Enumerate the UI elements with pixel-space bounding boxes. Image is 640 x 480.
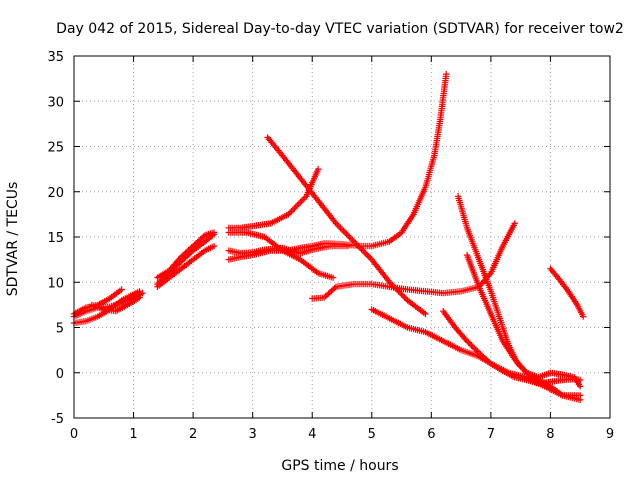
x-tick-label: 7 bbox=[487, 427, 495, 442]
y-tick-label: 30 bbox=[47, 95, 64, 110]
series-markers bbox=[154, 229, 218, 281]
y-tick-label: 25 bbox=[47, 141, 64, 156]
series-s7 bbox=[154, 242, 218, 290]
x-tick-label: 8 bbox=[546, 427, 554, 442]
grid bbox=[74, 56, 610, 418]
y-tick-label: 0 bbox=[56, 367, 64, 382]
series-markers bbox=[264, 134, 429, 318]
y-axis-label: SDTVAR / TECUs bbox=[5, 182, 21, 297]
x-axis-label: GPS time / hours bbox=[281, 458, 398, 474]
series-s8 bbox=[225, 165, 322, 232]
y-tick-label: 20 bbox=[47, 186, 64, 201]
y-tick-label: 15 bbox=[47, 231, 64, 246]
x-tick-label: 0 bbox=[70, 427, 78, 442]
series-s17 bbox=[463, 251, 584, 390]
series-s4 bbox=[88, 294, 143, 315]
x-tick-label: 4 bbox=[308, 427, 316, 442]
series-markers bbox=[309, 220, 518, 302]
series-markers bbox=[463, 251, 584, 390]
series-markers bbox=[154, 242, 218, 290]
series-markers bbox=[225, 229, 337, 281]
series-markers bbox=[547, 265, 587, 320]
y-tick-label: -5 bbox=[51, 412, 64, 427]
series-s6 bbox=[154, 229, 218, 281]
series-s13 bbox=[309, 220, 518, 302]
data-series bbox=[70, 70, 587, 404]
series-s11 bbox=[225, 229, 337, 281]
x-tick-label: 6 bbox=[427, 427, 435, 442]
series-s12 bbox=[264, 134, 429, 318]
chart-title: Day 042 of 2015, Sidereal Day-to-day VTE… bbox=[56, 21, 624, 37]
y-tick-label: 10 bbox=[47, 276, 64, 291]
x-tick-label: 5 bbox=[368, 427, 376, 442]
x-tick-label: 3 bbox=[249, 427, 257, 442]
series-markers bbox=[88, 294, 143, 315]
series-markers bbox=[225, 165, 322, 232]
y-tick-label: 5 bbox=[56, 322, 64, 337]
x-tick-label: 9 bbox=[606, 427, 614, 442]
x-tick-label: 2 bbox=[189, 427, 197, 442]
x-tick-label: 1 bbox=[129, 427, 137, 442]
series-s18 bbox=[547, 265, 587, 320]
y-tick-label: 35 bbox=[47, 50, 64, 65]
axis-ticks: 0 1 2 3 4 5 6 7 8 9 -5 0 5 10 15 20 25 30 35 bbox=[47, 50, 614, 442]
